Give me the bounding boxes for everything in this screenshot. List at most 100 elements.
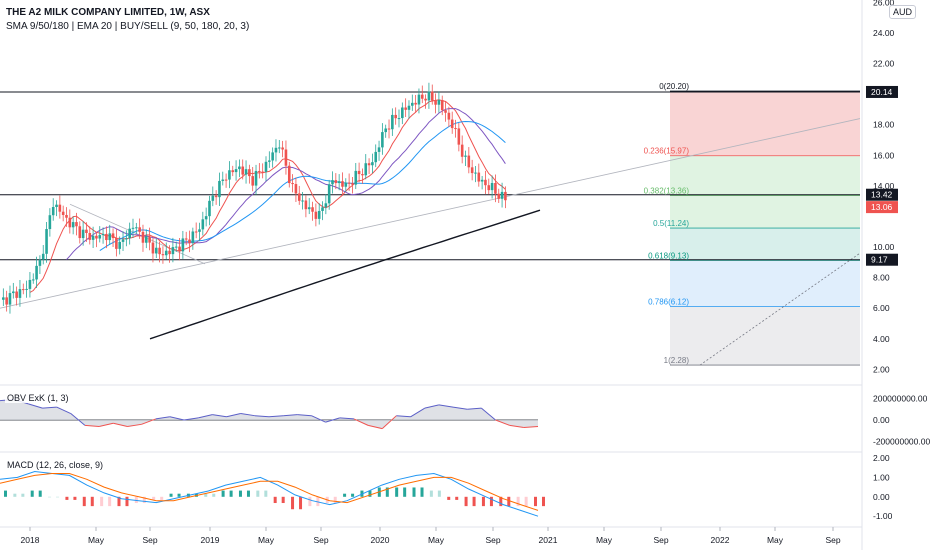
fib-label: 0.5(11.24) xyxy=(653,219,689,228)
macd-histogram-bar xyxy=(256,490,260,497)
macd-histogram-bar xyxy=(73,496,77,500)
chart-title: THE A2 MILK COMPANY LIMITED, 1W, ASX xyxy=(6,7,210,18)
macd-histogram-bar xyxy=(437,490,441,497)
candle-body xyxy=(174,246,178,248)
obv-pane: 200000000.00 0.00 -200000000.00 xyxy=(0,393,930,447)
candle-body xyxy=(234,169,238,173)
candle-body xyxy=(387,128,391,130)
candle-body xyxy=(211,195,215,201)
obv-line-segment xyxy=(353,418,369,426)
candle-body xyxy=(28,279,32,289)
candle-body xyxy=(447,112,451,120)
last-price-tag: 13.06 xyxy=(871,202,893,212)
candle-body xyxy=(221,179,225,181)
fib-label: 0.236(15.97) xyxy=(644,147,690,156)
macd-histogram-bar xyxy=(4,490,7,497)
candle-body xyxy=(121,239,125,242)
candle-body xyxy=(128,228,131,239)
obv-line-segment xyxy=(127,423,142,427)
macd-histogram-bar xyxy=(108,496,112,507)
obv-line-segment xyxy=(28,403,43,409)
candle-body xyxy=(251,176,254,186)
candle-body xyxy=(484,179,487,186)
obv-line-segment xyxy=(113,422,128,427)
obv-line-segment xyxy=(410,407,425,418)
fib-zone xyxy=(670,155,860,196)
candle-body xyxy=(48,215,52,230)
macd-histogram-bar xyxy=(534,496,537,507)
macd-histogram-bar xyxy=(507,496,511,507)
macd-histogram-bar xyxy=(100,496,104,507)
candle-body xyxy=(12,291,15,294)
candle-body xyxy=(261,171,264,173)
obv-line-segment xyxy=(155,416,170,420)
candle-body xyxy=(98,235,102,239)
currency-badge[interactable]: AUD xyxy=(889,5,917,19)
candle-body xyxy=(224,179,228,181)
candle-body xyxy=(297,193,301,201)
obv-axis-label: 200000000.00 xyxy=(873,393,928,403)
candles xyxy=(2,82,507,314)
candle-body xyxy=(371,162,374,166)
long-trend-line xyxy=(0,118,861,309)
macd-histogram-bar xyxy=(212,493,216,497)
candle-body xyxy=(470,167,474,174)
obv-line-segment xyxy=(98,422,114,427)
time-axis[interactable]: 2018 May Sep 2019 May Sep 2020 May Sep 2021 May Sep… xyxy=(21,527,841,545)
macd-histogram-bar xyxy=(524,496,528,507)
candle-body xyxy=(194,231,198,233)
candle-body xyxy=(55,204,58,207)
candle-body xyxy=(164,250,168,256)
candle-body xyxy=(111,233,115,239)
macd-histogram-bar xyxy=(368,490,372,497)
candle-body xyxy=(274,147,278,153)
obv-line-segment xyxy=(183,417,199,421)
price-tick-label: 24.00 xyxy=(873,28,895,38)
candle-body xyxy=(287,165,291,184)
macd-histogram-bar xyxy=(281,496,285,504)
candle-body xyxy=(101,233,105,236)
time-tick-label: Sep xyxy=(485,535,500,545)
sma-180-line xyxy=(149,209,541,340)
candle-body xyxy=(258,170,261,172)
line-tag-20-14: 20.14 xyxy=(871,87,893,97)
macd-histogram-bar xyxy=(385,487,389,497)
candle-body xyxy=(271,152,274,161)
candle-body xyxy=(407,105,411,110)
time-tick-label: May xyxy=(258,535,275,545)
macd-histogram-bar xyxy=(516,496,520,507)
time-tick-label: Sep xyxy=(142,535,157,545)
fib-label: 0.786(6.12) xyxy=(648,297,689,306)
fib-zone xyxy=(670,260,860,307)
candle-body xyxy=(457,128,461,145)
obv-line-segment xyxy=(467,407,482,410)
candle-body xyxy=(430,91,434,101)
price-tick-label: 16.00 xyxy=(873,150,895,160)
candle-body xyxy=(361,174,364,176)
obv-line-segment xyxy=(481,407,496,421)
fib-trend-line xyxy=(699,252,861,366)
fib-zone xyxy=(670,195,860,229)
candle-body xyxy=(158,247,161,255)
macd-histogram-bar xyxy=(420,487,424,497)
candle-body xyxy=(208,200,211,217)
candle-body xyxy=(377,147,381,152)
candle-body xyxy=(58,204,62,212)
candle-body xyxy=(504,191,507,201)
indicator-legend: SMA 9/50/180 | EMA 20 | BUY/SELL (9, 50,… xyxy=(6,21,250,32)
candle-body xyxy=(65,214,68,218)
candle-body xyxy=(35,265,38,280)
candle-body xyxy=(374,151,378,163)
fib-label: 0.618(9.13) xyxy=(648,251,689,260)
price-tick-label: 10.00 xyxy=(873,242,895,252)
candle-body xyxy=(397,118,401,120)
macd-histogram-bar xyxy=(90,496,94,507)
candle-body xyxy=(45,229,48,254)
obv-line-segment xyxy=(84,424,100,427)
macd-histogram-bar xyxy=(56,496,60,498)
candle-body xyxy=(78,226,82,239)
macd-histogram-bar xyxy=(412,487,416,497)
price-axis[interactable]: 26.00 24.00 22.00 18.00 16.00 14.00 10.00 8.00 6… xyxy=(866,0,898,374)
obv-area xyxy=(0,399,538,429)
